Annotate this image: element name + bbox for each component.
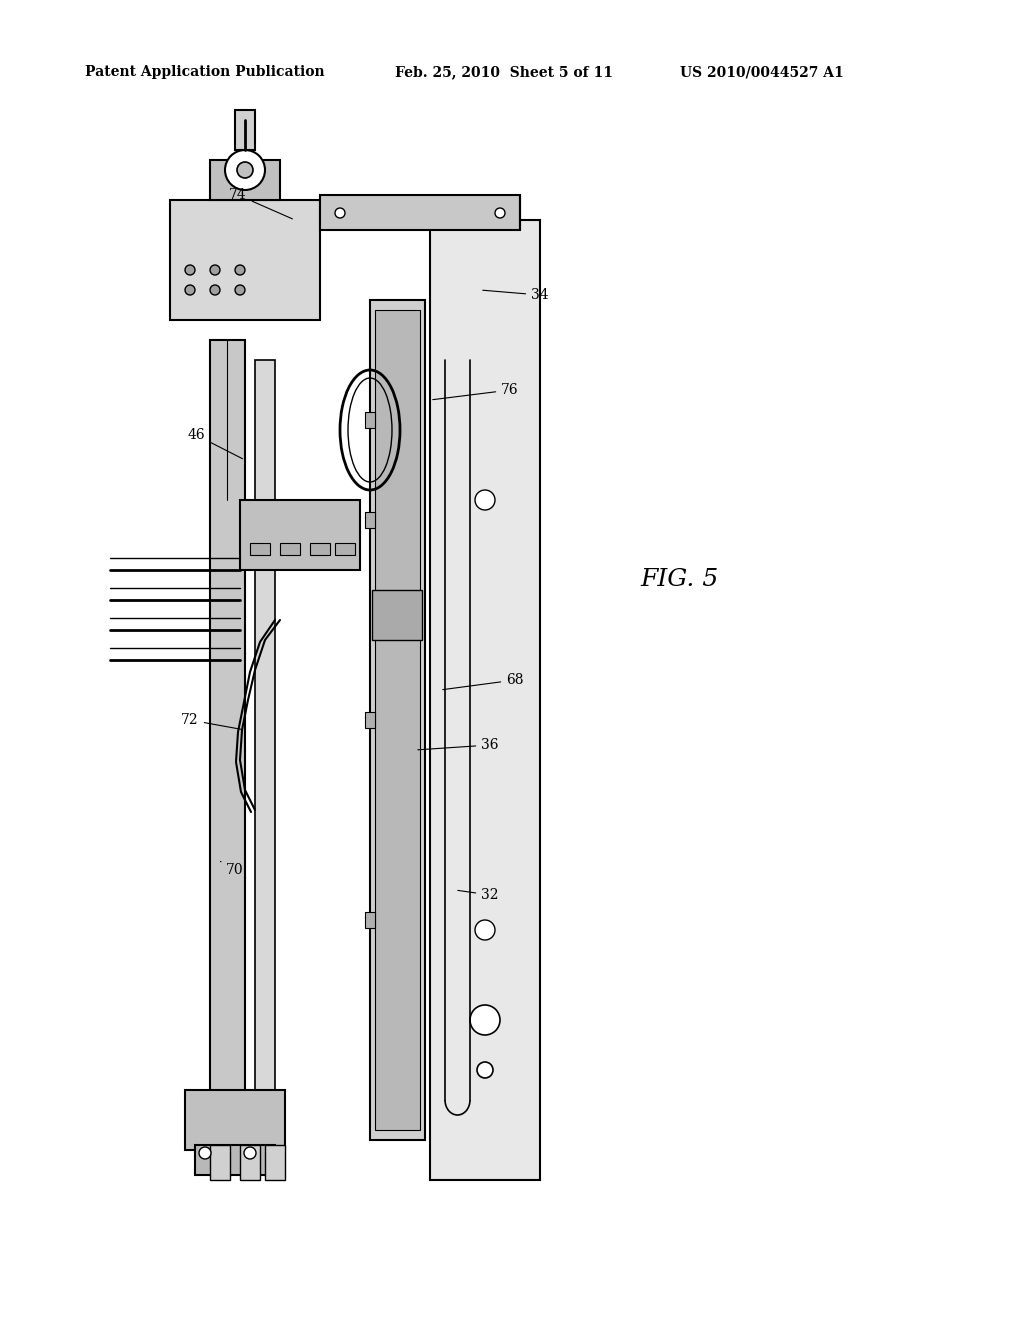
Circle shape xyxy=(470,1005,500,1035)
FancyBboxPatch shape xyxy=(375,310,420,1130)
Circle shape xyxy=(495,209,505,218)
Circle shape xyxy=(475,490,495,510)
FancyBboxPatch shape xyxy=(210,1144,230,1180)
Circle shape xyxy=(225,150,265,190)
FancyBboxPatch shape xyxy=(195,1144,275,1175)
Text: 72: 72 xyxy=(181,713,243,730)
Text: 32: 32 xyxy=(458,888,499,902)
FancyBboxPatch shape xyxy=(210,160,280,201)
Text: 76: 76 xyxy=(433,383,519,400)
FancyBboxPatch shape xyxy=(250,543,270,554)
Circle shape xyxy=(185,285,195,294)
Text: 46: 46 xyxy=(187,428,243,459)
FancyBboxPatch shape xyxy=(372,590,422,640)
FancyBboxPatch shape xyxy=(280,543,300,554)
Circle shape xyxy=(234,265,245,275)
Circle shape xyxy=(185,265,195,275)
Circle shape xyxy=(199,1147,211,1159)
Circle shape xyxy=(210,285,220,294)
FancyBboxPatch shape xyxy=(370,300,425,1140)
Text: Feb. 25, 2010  Sheet 5 of 11: Feb. 25, 2010 Sheet 5 of 11 xyxy=(395,65,613,79)
FancyBboxPatch shape xyxy=(310,543,330,554)
Circle shape xyxy=(237,162,253,178)
Text: 70: 70 xyxy=(220,862,244,876)
FancyBboxPatch shape xyxy=(365,412,375,428)
Text: Patent Application Publication: Patent Application Publication xyxy=(85,65,325,79)
FancyBboxPatch shape xyxy=(240,1144,260,1180)
Circle shape xyxy=(477,1063,493,1078)
FancyBboxPatch shape xyxy=(319,195,520,230)
FancyBboxPatch shape xyxy=(365,512,375,528)
FancyBboxPatch shape xyxy=(255,360,275,1140)
Circle shape xyxy=(244,1147,256,1159)
FancyBboxPatch shape xyxy=(265,1144,285,1180)
FancyBboxPatch shape xyxy=(365,711,375,729)
Text: 68: 68 xyxy=(442,673,523,689)
FancyBboxPatch shape xyxy=(240,500,360,570)
FancyBboxPatch shape xyxy=(335,543,355,554)
FancyBboxPatch shape xyxy=(430,220,540,1180)
Text: US 2010/0044527 A1: US 2010/0044527 A1 xyxy=(680,65,844,79)
Circle shape xyxy=(210,265,220,275)
Text: 36: 36 xyxy=(418,738,499,752)
Text: 34: 34 xyxy=(482,288,549,302)
FancyBboxPatch shape xyxy=(234,110,255,150)
FancyBboxPatch shape xyxy=(185,1090,285,1150)
Circle shape xyxy=(475,920,495,940)
Text: FIG. 5: FIG. 5 xyxy=(640,569,718,591)
Circle shape xyxy=(335,209,345,218)
Circle shape xyxy=(234,285,245,294)
Text: 74: 74 xyxy=(229,187,293,219)
FancyBboxPatch shape xyxy=(170,201,319,319)
FancyBboxPatch shape xyxy=(210,341,245,1160)
FancyBboxPatch shape xyxy=(365,912,375,928)
